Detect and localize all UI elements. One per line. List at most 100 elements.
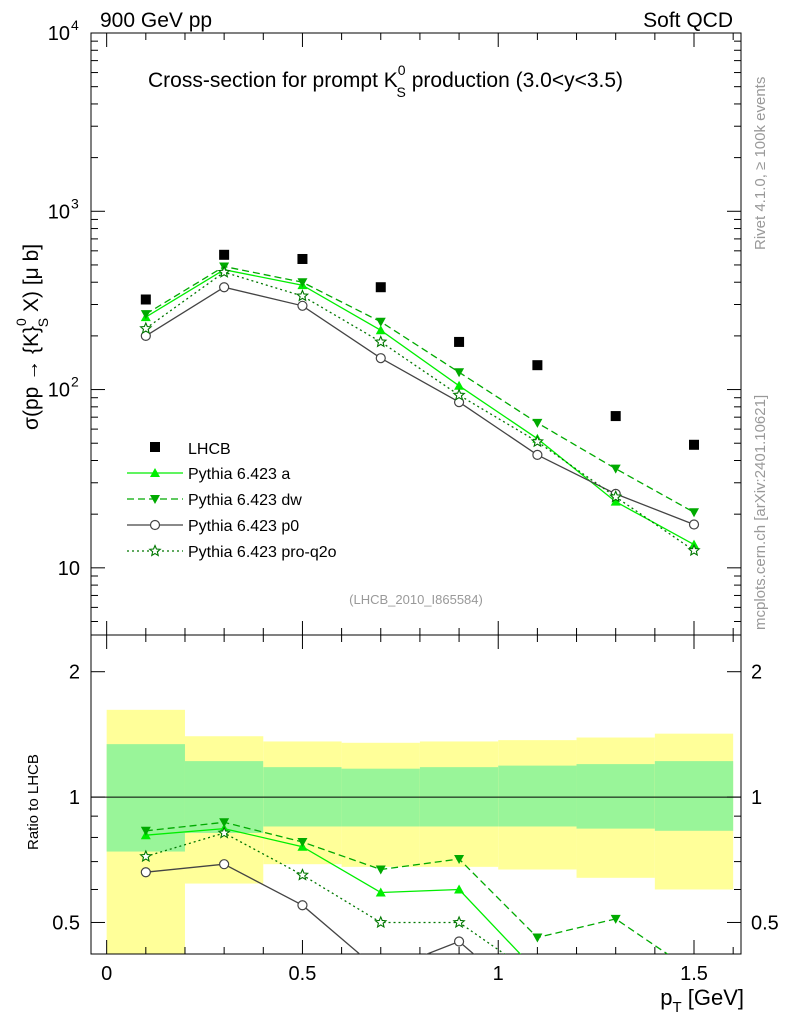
chart-title: Cross-section for prompt K0 S production … [148, 62, 623, 100]
x-tick-label: 1 [493, 963, 504, 985]
legend-marker-lhcb [150, 442, 160, 452]
legend: LHCB Pythia 6.423 a Pythia 6.423 dw Pythia … [127, 441, 337, 561]
ratio-clipped-group [139, 818, 669, 1002]
legend-label: Pythia 6.423 dw [188, 492, 302, 509]
ratio-y-tick-label-left: 2 [69, 662, 80, 684]
ratio-series-line [145, 827, 522, 954]
legend-label: Pythia 6.423 pro-q2o [188, 544, 337, 561]
x-tick-label: 1.5 [680, 963, 708, 985]
legend-label-lhcb: LHCB [188, 441, 231, 458]
ratio-series-point [452, 915, 466, 929]
main-series-point [297, 300, 308, 311]
analysis-tag: (LHCB_2010_I865584) [349, 592, 483, 607]
axis-ticks [91, 32, 741, 954]
x-axis-label: pT [GeV] [660, 985, 744, 1016]
data-point [532, 360, 543, 371]
data-point [140, 294, 151, 305]
main-series-point [452, 388, 466, 401]
ratio-series-point [140, 867, 151, 878]
ratio-series-point [139, 849, 153, 863]
rivet-version-label: Rivet 4.1.0, ≥ 100k events [752, 77, 769, 250]
stat-uncertainty-band [654, 761, 734, 831]
ratio-series-point [374, 915, 388, 929]
main-series-point [609, 489, 623, 503]
ratio-series-point [611, 977, 620, 986]
main-series-point [219, 282, 230, 293]
data-point [454, 336, 465, 347]
ratio-series-point [453, 936, 465, 947]
ratio-series-point [219, 859, 230, 870]
main-series-point [295, 289, 310, 302]
main-y-tick-label: 10 [48, 201, 70, 223]
x-tick-label: 0.5 [289, 963, 317, 985]
main-series-point [689, 508, 700, 518]
legend-marker [150, 495, 160, 504]
main-series-point [532, 418, 543, 428]
main-y-tick-exponent: 3 [71, 195, 79, 211]
ratio-series-point [610, 914, 621, 924]
main-series-line [145, 265, 695, 513]
header-left: 900 GeV pp [100, 9, 212, 32]
data-point [689, 439, 700, 450]
main-series-point [610, 496, 621, 506]
ratio-series-line [145, 821, 669, 954]
main-y-tick-exponent: 2 [71, 374, 79, 390]
ratio-series-point [610, 981, 620, 991]
ratio-series-point [611, 993, 621, 1002]
ratio-y-tick-label-right: 1 [751, 787, 762, 809]
main-series-point [375, 317, 386, 327]
main-series-line [145, 286, 695, 526]
legend-label: Pythia 6.423 p0 [188, 518, 299, 535]
stat-uncertainty-band [576, 764, 655, 829]
ratio-series-point [375, 865, 386, 875]
data-point [375, 282, 386, 293]
legend-marker [148, 544, 162, 557]
main-series-point [688, 519, 700, 530]
main-series-point [217, 265, 231, 278]
ratio-series-point [295, 868, 310, 881]
ratio-panel-frame [90, 634, 742, 955]
stat-uncertainty-band [498, 765, 577, 827]
main-series-line [145, 269, 695, 546]
main-series-point [139, 321, 153, 335]
header-right: Soft QCD [643, 9, 733, 32]
data-point [219, 249, 230, 260]
legend-marker [150, 468, 160, 477]
ratio-series-point [375, 887, 386, 897]
ratio-series-point [454, 855, 465, 865]
data-point [610, 411, 621, 422]
ratio-series-point [217, 826, 231, 839]
main-y-tick-label: 10 [58, 558, 80, 580]
data-point [297, 253, 308, 264]
x-tick-label: 0 [101, 963, 112, 985]
main-series-point [454, 368, 465, 378]
ratio-y-tick-label-right: 2 [751, 662, 762, 684]
ratio-series-point [532, 967, 542, 976]
main-y-tick-exponent: 4 [71, 17, 79, 33]
ratio-y-tick-label-left: 0.5 [52, 912, 80, 934]
main-series-point [532, 449, 543, 461]
main-series-point [530, 434, 544, 448]
main-series-point [687, 543, 701, 557]
main-series-point [610, 464, 621, 474]
legend-marker [149, 519, 161, 531]
main-y-tick-label: 10 [48, 380, 70, 402]
main-series-point [140, 310, 151, 320]
ratio-y-axis-label: Ratio to LHCB [25, 754, 42, 850]
ratio-series-point [376, 968, 385, 977]
main-series-point [454, 380, 465, 390]
ratio-y-tick-label-right: 0.5 [751, 912, 779, 934]
main-series-point [374, 334, 388, 348]
main-series-line [145, 271, 695, 552]
main-series-point [375, 353, 386, 364]
main-y-axis-label: σ(pp → {K}0 S X) [μ b] [13, 244, 51, 430]
ratio-series-line [145, 832, 506, 954]
ratio-series-point [297, 838, 308, 848]
ratio-series-point [532, 933, 543, 943]
ratio-series-layer [139, 818, 669, 1002]
ratio-series-point [532, 971, 542, 981]
ratio-series-point [140, 826, 151, 836]
main-series-point [297, 278, 308, 288]
mcplots-label: mcplots.cern.ch [arXiv:2401.10621] [752, 395, 769, 630]
